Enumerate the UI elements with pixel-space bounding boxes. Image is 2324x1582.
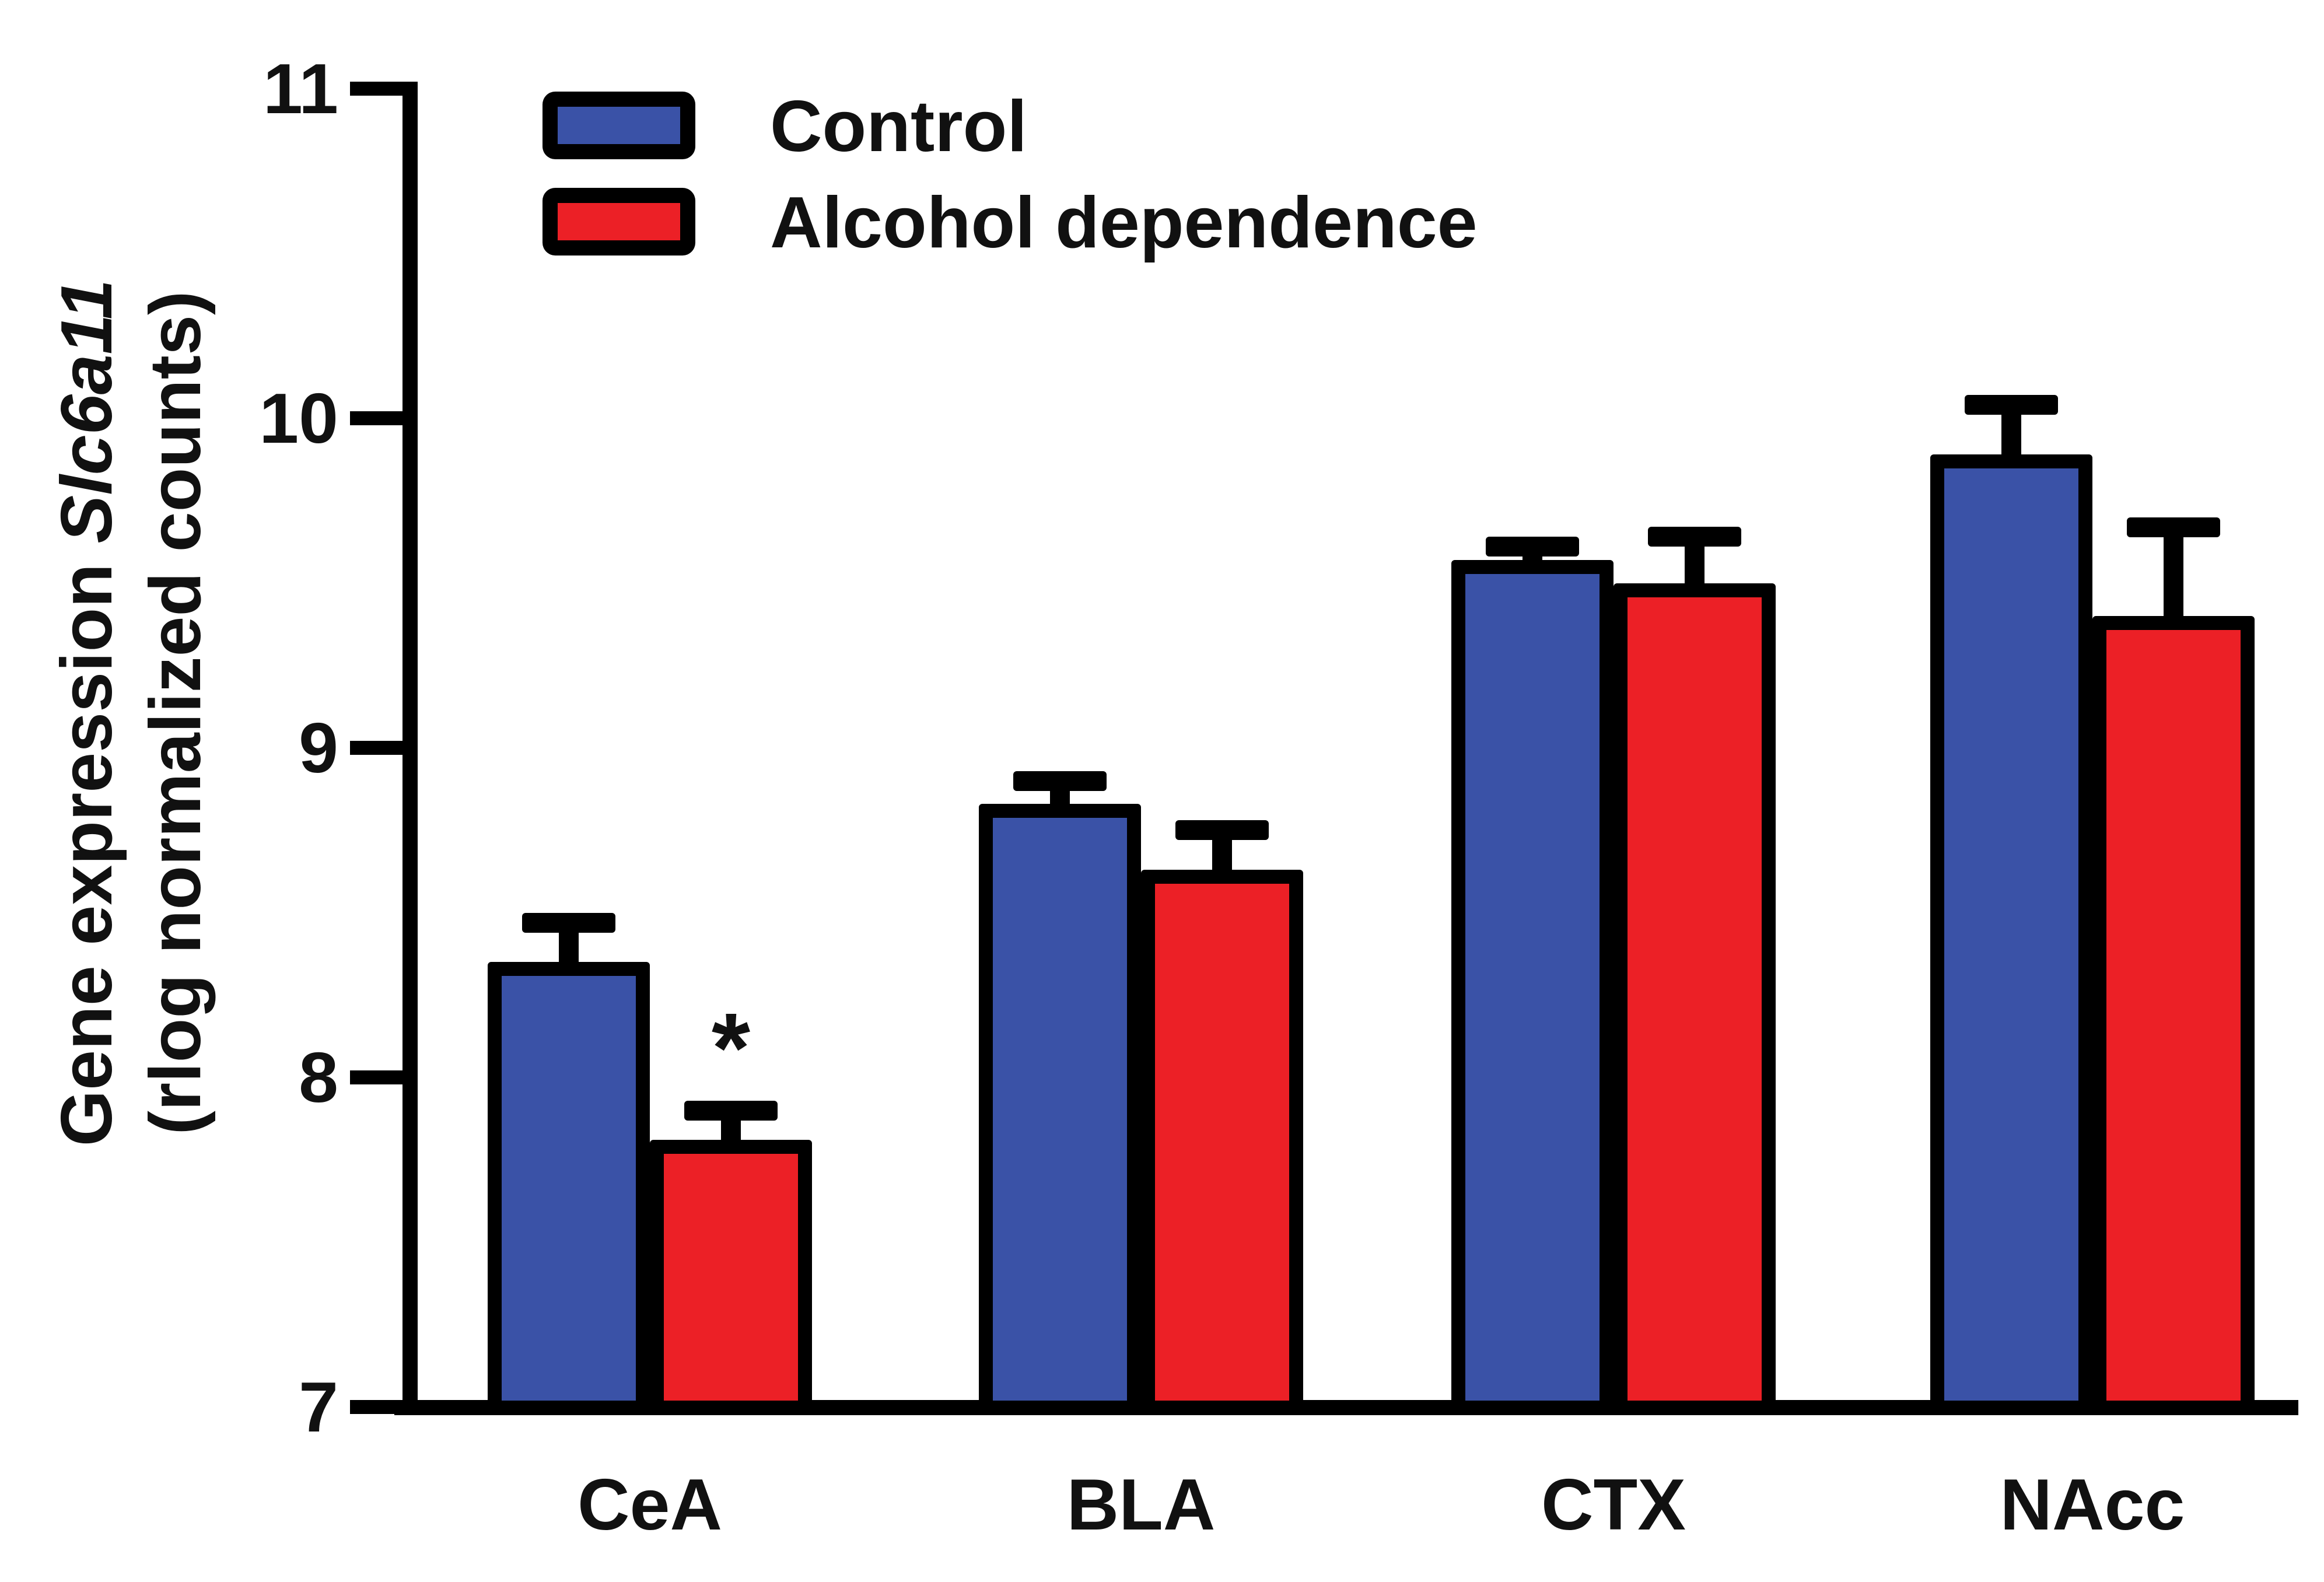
significance-asterisk-cea: *	[711, 992, 751, 1104]
error-bar-cap-alcohol-ctx	[1648, 527, 1741, 547]
y-tick-label-10: 10	[259, 379, 338, 458]
error-bar-cap-alcohol-cea	[684, 1100, 778, 1121]
error-bar-cap-control-cea	[522, 912, 615, 933]
error-bar-cap-control-nacc	[1965, 395, 2058, 415]
bar-control-nacc	[1930, 454, 2092, 1415]
legend-label-control: Control	[770, 86, 1027, 167]
x-label-ctx: CTX	[1541, 1465, 1686, 1545]
y-tick-9	[350, 741, 404, 755]
y-tick-8	[350, 1070, 404, 1084]
y-tick-11	[350, 82, 404, 96]
x-label-nacc: NAcc	[2000, 1465, 2185, 1545]
bar-alcohol-bla	[1141, 870, 1303, 1415]
y-tick-label-9: 9	[299, 708, 338, 788]
legend-swatch-alcohol	[542, 188, 695, 256]
y-tick-label-11: 11	[263, 49, 338, 128]
bar-control-ctx	[1451, 559, 1614, 1415]
bar-alcohol-nacc	[2092, 616, 2255, 1415]
y-axis-title-line1: Gene expression Slc6a11	[43, 13, 131, 1413]
error-bar-cap-control-ctx	[1486, 537, 1579, 557]
y-tick-label-8: 8	[299, 1038, 338, 1117]
bar-alcohol-cea	[650, 1140, 812, 1415]
x-label-cea: CeA	[577, 1465, 723, 1545]
y-tick-10	[350, 411, 404, 425]
legend-swatch-control	[542, 92, 695, 159]
error-bar-cap-alcohol-nacc	[2127, 517, 2220, 537]
y-tick-label-7: 7	[299, 1367, 338, 1447]
x-label-bla: BLA	[1066, 1465, 1216, 1545]
error-bar-cap-control-bla	[1013, 771, 1107, 791]
bar-control-bla	[979, 804, 1141, 1415]
bar-alcohol-ctx	[1614, 583, 1776, 1415]
error-bar-stem-alcohol-nacc	[2164, 523, 2183, 628]
bar-control-cea	[488, 962, 650, 1415]
y-axis-title-prefix: Gene expression	[47, 543, 127, 1147]
gene-name-italic: Slc6a11	[47, 279, 127, 544]
error-bar-cap-alcohol-bla	[1175, 820, 1269, 841]
y-tick-7	[350, 1400, 404, 1414]
y-axis-line	[402, 82, 418, 1415]
legend-label-alcohol: Alcohol dependence	[770, 183, 1478, 263]
